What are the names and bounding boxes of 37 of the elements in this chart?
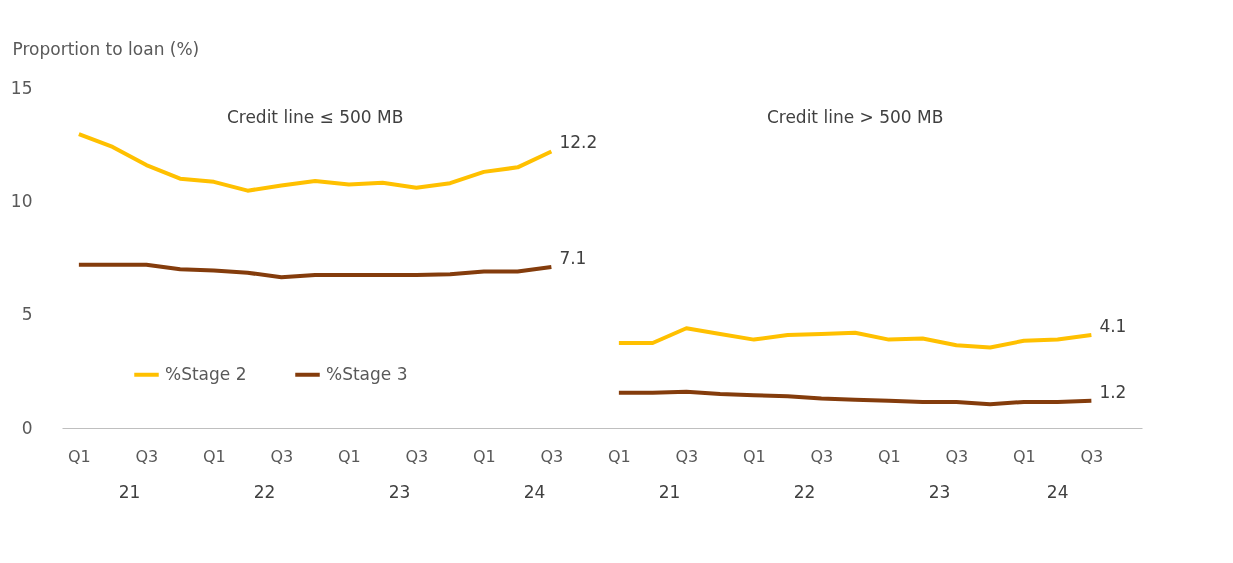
- data-label: 12.2: [559, 132, 598, 153]
- legend-label: %Stage 3: [326, 363, 408, 384]
- x-tick-label: Q1: [1012, 446, 1036, 466]
- legend-label: %Stage 2: [165, 363, 247, 384]
- x-tick-label: Q3: [810, 446, 834, 466]
- text: 24: [1046, 482, 1069, 502]
- text: 21: [118, 482, 141, 502]
- text: 24: [523, 482, 546, 502]
- text: 21: [658, 482, 681, 502]
- x-tick-label: Q3: [675, 446, 699, 466]
- x-tick-label: Q1: [67, 446, 91, 466]
- x-tick-label: Q3: [945, 446, 969, 466]
- text: 22: [253, 482, 276, 502]
- y-axis-title: Proportion to loan (%): [12, 38, 200, 59]
- text: 23: [388, 482, 411, 502]
- text: 22: [793, 482, 816, 502]
- annotation: Credit line ≤ 500 MB: [226, 107, 404, 127]
- x-tick-label: Q3: [270, 446, 294, 466]
- x-tick-label: Q1: [202, 446, 226, 466]
- x-tick-label: Q1: [877, 446, 901, 466]
- y-tick-label: 5: [21, 304, 33, 325]
- x-tick-label: Q1: [607, 446, 631, 466]
- data-label: 4.1: [1099, 316, 1127, 337]
- y-tick-label: 10: [10, 190, 33, 211]
- x-tick-label: Q3: [540, 446, 564, 466]
- x-tick-label: Q1: [472, 446, 496, 466]
- x-tick-label: Q3: [405, 446, 429, 466]
- text: 23: [928, 482, 951, 502]
- y-tick-label: 15: [10, 77, 33, 98]
- x-tick-label: Q1: [337, 446, 361, 466]
- x-tick-label: Q3: [135, 446, 159, 466]
- data-label: 7.1: [559, 248, 587, 269]
- x-tick-label: Q3: [1080, 446, 1104, 466]
- annotation: Credit line > 500 MB: [766, 107, 944, 127]
- y-tick-label: 0: [21, 417, 33, 438]
- x-tick-label: Q1: [742, 446, 766, 466]
- data-label: 1.2: [1099, 381, 1127, 402]
